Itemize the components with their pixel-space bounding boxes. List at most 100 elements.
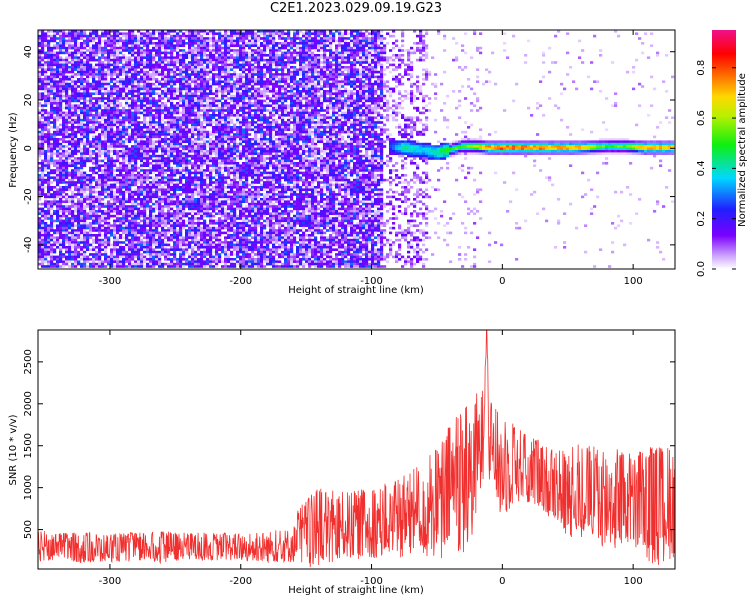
heatmap-cell-1299 [83,183,87,187]
heatmap-cell-2280 [119,195,123,199]
heatmap-cell-1400 [86,241,90,244]
heatmap-cell-1489 [92,39,96,43]
heatmap-cell-3367 [158,171,162,175]
heatmap-cell-2345 [122,150,126,153]
heatmap-cell-864 [68,152,72,155]
heatmap-cell-2533 [128,210,132,213]
heatmap-cell-2844 [140,126,144,129]
heatmap-cell-2803 [137,238,141,242]
heatmap-cell-3578 [167,58,171,62]
heatmap-cell-326 [47,253,51,256]
heatmap-cell-2713 [134,219,138,223]
heatmap-cell-3760 [173,104,177,107]
heatmap-cell-4788 [209,121,213,124]
heatmap-cell-1492 [92,49,96,52]
heatmap-cell-3957 [179,186,183,189]
heatmap-cell-2227 [119,37,123,40]
heatmap-cell-1147 [77,241,81,244]
heatmap-cell-4557 [200,183,204,187]
heatmap-cell-2593 [131,130,135,134]
heatmap-cell-4363 [194,142,198,146]
heatmap-cell-3577 [167,56,171,59]
heatmap-cell-4244 [191,56,195,59]
heatmap-cell-1406 [86,260,90,263]
heatmap-cell-2694 [134,164,138,167]
heatmap-cell-3111 [149,138,153,141]
heatmap-cell-2975 [143,241,147,244]
heatmap-cell-1330 [83,265,87,268]
heatmap-cell-2750 [137,80,141,83]
heatmap-cell-3964 [179,210,183,213]
heatmap-cell-517 [56,114,60,117]
heatmap-cell-2339 [122,133,126,136]
heatmap-cell-4786 [209,116,213,119]
heatmap-cell-666 [62,49,66,52]
heatmap-cell-3553 [164,219,168,223]
heatmap-cell-70 [38,231,42,235]
heatmap-cell-4767 [209,58,213,62]
heatmap-cell-3990 [182,37,186,40]
heatmap-cell-835 [68,66,72,69]
heatmap-cell-713 [62,186,66,189]
heatmap-cell-3823 [176,37,180,40]
heatmap-cell-1999 [110,106,114,110]
heatmap-cell-60 [38,202,42,206]
heatmap-cell-3940 [179,138,183,141]
heatmap-cell-885 [68,222,72,225]
heatmap-cell-629 [59,190,63,194]
heatmap-cell-4822 [209,222,213,225]
heatmap-cell-2590 [131,121,135,124]
heatmap-cell-48 [38,169,42,172]
heatmap-cell-2069 [113,66,117,69]
heatmap-cell-2942 [143,154,147,158]
heatmap-cell-4538 [200,135,204,139]
heatmap-cell-973 [71,224,75,227]
heatmap-cell-2416 [125,111,129,115]
heatmap-cell-3285 [155,178,159,182]
heatmap-cell-4934 [215,82,219,86]
heatmap-cell-3172 [152,70,156,74]
heatmap-cell-4798 [209,152,213,155]
heatmap-cell-4497 [197,265,201,268]
heatmap-cell-3099 [149,109,153,112]
heatmap-cell-1911 [107,99,111,103]
heatmap-cell-4751 [206,248,210,251]
heatmap-cell-1472 [89,222,93,225]
heatmap-cell-1577 [95,70,99,74]
heatmap-cell-4685 [206,46,210,50]
heatmap-cell-1962 [107,226,111,230]
heatmap-cell-2073 [113,78,117,81]
heatmap-cell-4925 [215,56,219,59]
heatmap-cell-1820 [104,82,108,86]
heatmap-cell-2362 [122,195,126,199]
heatmap-cell-4613 [203,94,207,98]
heatmap-cell-3098 [149,106,153,110]
heatmap-cell-360 [50,109,54,112]
heatmap-cell-2642 [131,262,135,266]
heatmap-cell-2325 [122,87,126,91]
heatmap-cell-4698 [206,85,210,88]
heatmap-cell-4164 [188,63,192,67]
heatmap-cell-3057 [146,229,150,232]
heatmap-cell-278 [47,123,51,127]
heatmap-cell-126 [41,150,45,153]
heatmap-cell-4947 [215,123,219,127]
heatmap-cell-3211 [152,190,156,194]
heatmap-cell-2233 [119,56,123,59]
heatmap-cell-1594 [95,116,99,119]
heatmap-cell-1562 [92,262,96,266]
heatmap-cell-1008 [74,80,78,83]
heatmap-cell-106 [41,94,45,98]
heatmap-cell-2358 [122,183,126,187]
heatmap-cell-675 [62,75,66,79]
heatmap-cell-2046 [110,248,114,251]
heatmap-cell-931 [71,109,75,112]
heatmap-cell-462 [53,178,57,182]
heatmap-cell-4548 [200,162,204,165]
heatmap-cell-2180 [116,133,120,136]
heatmap-cell-3033 [146,159,150,163]
heatmap-cell-1385 [86,193,90,196]
heatmap-cell-702 [62,154,66,158]
heatmap-cell-4434 [197,97,201,100]
heatmap-cell-2443 [125,188,129,191]
